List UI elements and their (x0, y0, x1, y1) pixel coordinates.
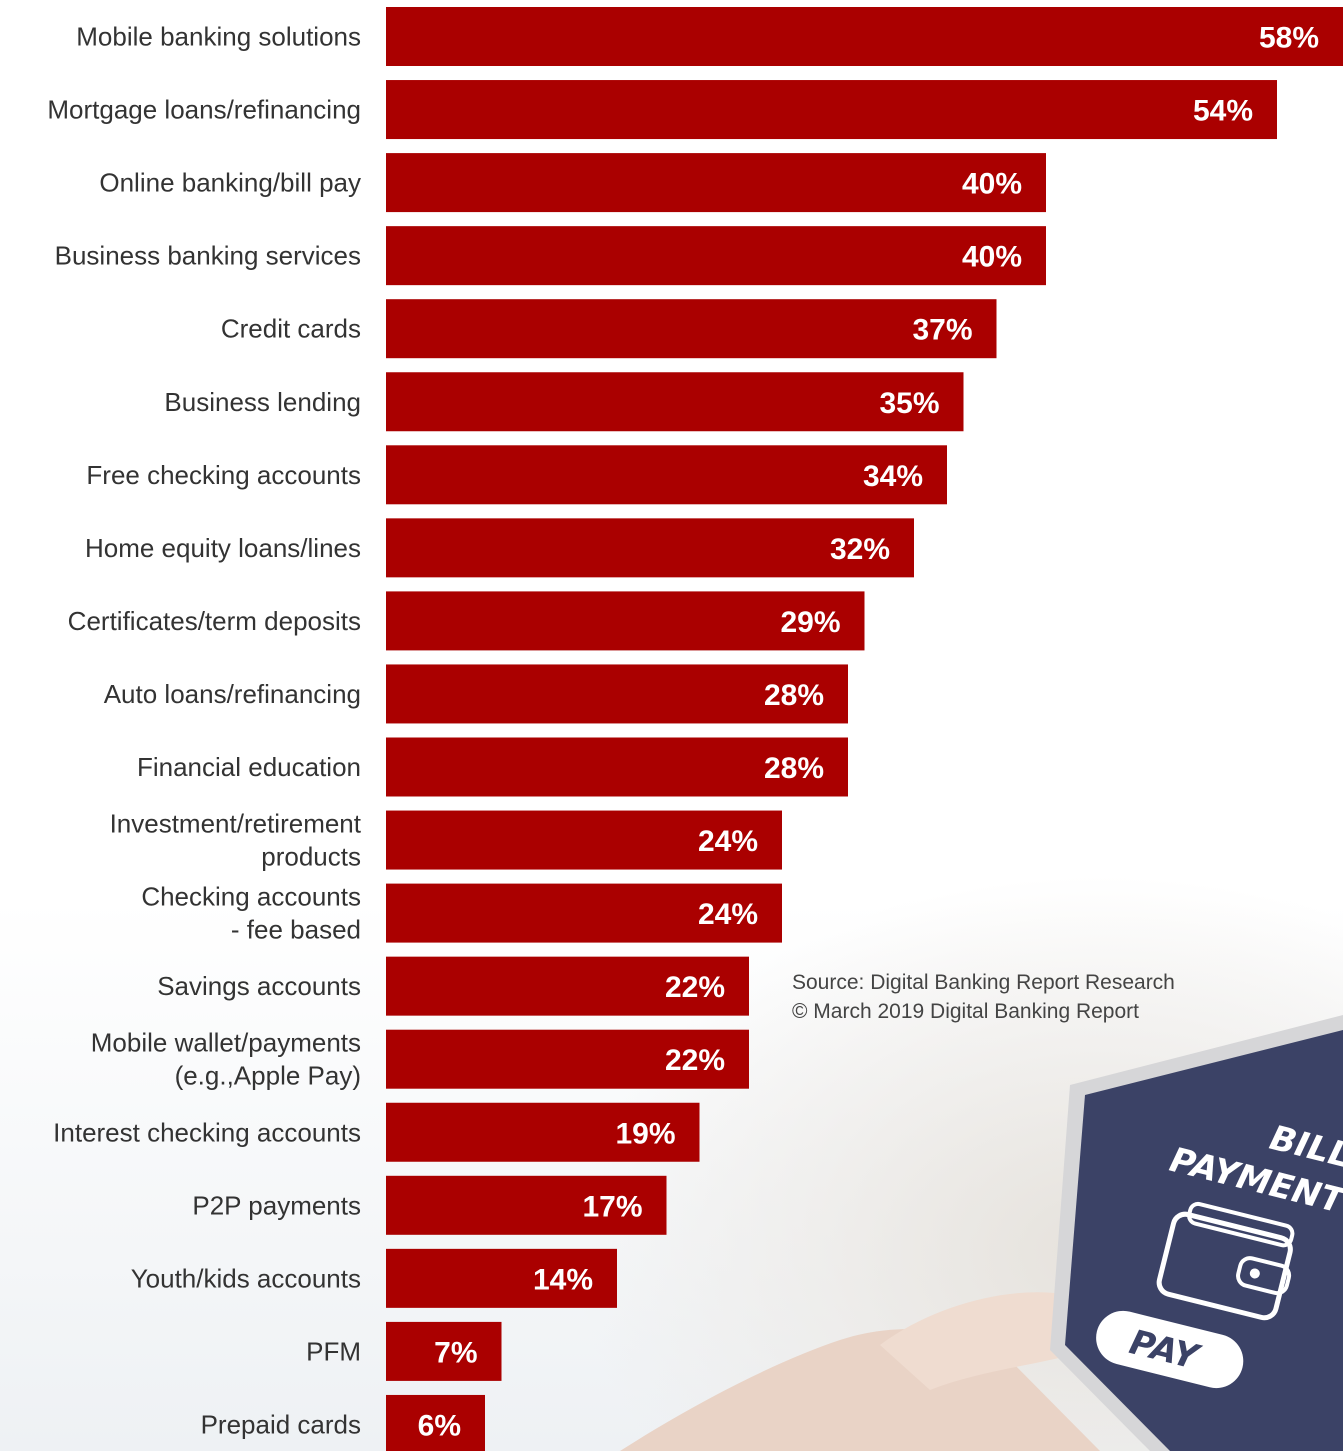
category-label-17: Youth/kids accounts (131, 1263, 361, 1293)
bar-13 (386, 956, 749, 1016)
bar-18 (386, 1321, 502, 1381)
category-label-19: Prepaid cards (201, 1409, 361, 1439)
bar-16 (386, 1175, 667, 1235)
category-label-4: Credit cards (221, 314, 361, 344)
bar-value-label-13: 22% (665, 971, 725, 1004)
category-label-5: Business lending (164, 387, 361, 417)
category-label-15: Interest checking accounts (53, 1117, 361, 1147)
bar-value-label-0: 58% (1259, 22, 1319, 55)
bar-19 (386, 1394, 485, 1451)
bar-value-label-19: 6% (418, 1409, 461, 1442)
bar-7 (386, 518, 914, 578)
bar-14 (386, 1029, 749, 1089)
category-label-6: Free checking accounts (86, 460, 361, 490)
category-label-12-1: - fee based (231, 915, 361, 945)
bar-4 (386, 299, 997, 359)
bar-value-label-11: 24% (698, 825, 758, 858)
bar-value-label-9: 28% (764, 679, 824, 712)
bar-value-label-3: 40% (962, 241, 1022, 274)
bar-value-label-8: 29% (780, 606, 840, 639)
source-note: Source: Digital Banking Report Research … (792, 968, 1175, 1026)
bar-0 (386, 7, 1343, 66)
bar-value-label-10: 28% (764, 752, 824, 785)
bar-10 (386, 737, 848, 797)
bar-11 (386, 810, 782, 870)
category-label-7: Home equity loans/lines (85, 533, 361, 563)
category-label-10: Financial education (137, 752, 361, 782)
bar-value-label-6: 34% (863, 460, 923, 493)
category-label-11-1: products (261, 842, 361, 872)
bar-value-label-18: 7% (434, 1336, 477, 1369)
category-label-11-0: Investment/retirement (110, 809, 362, 839)
bar-12 (386, 883, 782, 943)
bar-8 (386, 591, 865, 651)
bar-3 (386, 226, 1046, 286)
category-label-13: Savings accounts (157, 971, 361, 1001)
category-label-9: Auto loans/refinancing (104, 679, 361, 709)
bar-value-label-14: 22% (665, 1044, 725, 1077)
category-label-1: Mortgage loans/refinancing (47, 95, 361, 125)
bar-value-label-17: 14% (533, 1263, 593, 1296)
bar-value-label-16: 17% (582, 1190, 642, 1223)
category-label-3: Business banking services (55, 241, 361, 271)
bar-value-label-1: 54% (1193, 95, 1253, 128)
bar-value-label-12: 24% (698, 898, 758, 931)
category-label-0: Mobile banking solutions (76, 22, 361, 52)
source-line-1: Source: Digital Banking Report Research (792, 971, 1175, 994)
bar-value-label-15: 19% (615, 1117, 675, 1150)
bar-value-label-2: 40% (962, 168, 1022, 201)
category-label-16: P2P payments (192, 1190, 361, 1220)
category-label-14-1: (e.g.,Apple Pay) (175, 1061, 361, 1091)
bar-1 (386, 80, 1277, 140)
bar-2 (386, 153, 1046, 213)
bar-17 (386, 1248, 617, 1308)
pay-button: PAY (1096, 1310, 1244, 1389)
wallet-icon (1156, 1201, 1295, 1321)
category-label-2: Online banking/bill pay (99, 168, 361, 198)
category-label-8: Certificates/term deposits (68, 606, 361, 636)
category-label-12-0: Checking accounts (141, 882, 361, 912)
source-line-2: © March 2019 Digital Banking Report (792, 1000, 1139, 1023)
bar-value-label-7: 32% (830, 533, 890, 566)
bar-9 (386, 664, 848, 724)
bar-5 (386, 372, 964, 432)
category-label-18: PFM (306, 1336, 361, 1366)
bar-15 (386, 1102, 700, 1162)
bar-6 (386, 445, 947, 505)
bar-value-label-4: 37% (912, 314, 972, 347)
category-label-14-0: Mobile wallet/payments (91, 1028, 361, 1058)
bar-value-label-5: 35% (879, 387, 939, 420)
